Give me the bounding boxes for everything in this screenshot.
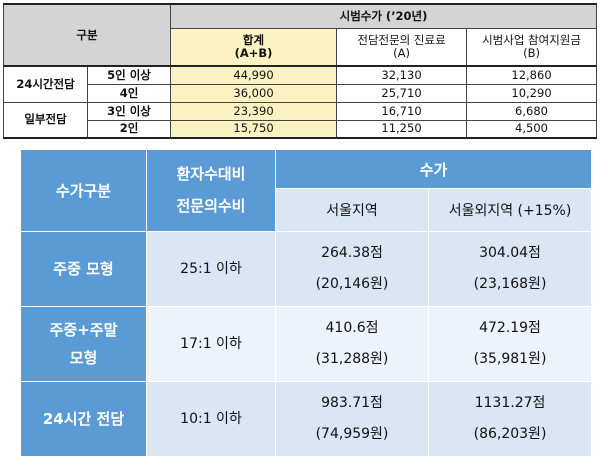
ratio-header-line1: 환자수대비 xyxy=(176,165,246,183)
non-seoul-value: 1131.27점 (86,203원) xyxy=(429,382,592,456)
a-value: 16,710 xyxy=(336,101,468,121)
non-seoul-value: 304.04점 (23,168원) xyxy=(429,232,592,306)
table-row-sub: 5인 이상 xyxy=(86,65,172,85)
non-seoul-points: 472.19점 xyxy=(479,320,541,337)
seoul-value: 264.38점 (20,146원) xyxy=(276,232,428,306)
a-value: 25,710 xyxy=(336,83,468,103)
fee-header: 수가 xyxy=(276,150,592,188)
fee-title-header: 시범수가 (’20년) xyxy=(170,3,598,29)
row-label: 24시간 전담 xyxy=(21,382,146,456)
col-a-sub-label: (A) xyxy=(393,45,410,60)
seoul-won: (31,288원) xyxy=(315,351,389,367)
seoul-points: 264.38점 xyxy=(321,245,383,262)
col-b-sub-label: (B) xyxy=(523,45,540,60)
seoul-value: 410.6점 (31,288원) xyxy=(276,307,428,381)
category-header: 구분 xyxy=(2,3,172,67)
ratio-header-line2: 전문의수비 xyxy=(176,196,246,215)
total-value: 44,990 xyxy=(170,65,338,85)
b-value: 4,500 xyxy=(466,119,598,139)
col-a-label: 전담전문의 진료료 xyxy=(357,33,446,48)
ratio-value: 10:1 이하 xyxy=(147,382,275,456)
row-label-line2: 모형 xyxy=(69,349,98,367)
total-value: 36,000 xyxy=(170,83,338,103)
a-value: 32,130 xyxy=(336,65,468,85)
fee-detail-table: 수가구분 환자수대비 전문의수비 수가 서울지역 서울외지역 (+15%) 주중… xyxy=(20,149,593,457)
total-label: 합계 xyxy=(242,33,265,48)
row-label-line1: 24시간 전담 xyxy=(42,409,125,428)
row-label: 주중+주말 모형 xyxy=(21,307,146,381)
row-label: 주중 모형 xyxy=(21,232,146,306)
seoul-won: (74,959원) xyxy=(315,426,389,442)
fee-category-header: 수가구분 xyxy=(21,150,146,231)
seoul-won: (20,146원) xyxy=(315,276,389,292)
group-label-24h: 24시간전담 xyxy=(3,65,88,103)
ratio-value: 17:1 이하 xyxy=(147,307,275,381)
seoul-points: 410.6점 xyxy=(325,320,379,337)
total-value: 15,750 xyxy=(170,119,338,139)
b-value: 6,680 xyxy=(466,101,598,121)
b-value: 12,860 xyxy=(466,65,598,85)
ratio-header: 환자수대비 전문의수비 xyxy=(147,150,275,231)
fee-summary-table: 구분 시범수가 (’20년) 합계 (A+B) 전담전문의 진료료 (A) 시범… xyxy=(2,3,598,139)
non-seoul-value: 472.19점 (35,981원) xyxy=(429,307,592,381)
non-seoul-won: (23,168원) xyxy=(473,276,547,292)
seoul-points: 983.71점 xyxy=(321,395,383,412)
table-row-sub: 2인 xyxy=(86,119,172,139)
total-sub-label: (A+B) xyxy=(234,45,273,60)
a-value: 11,250 xyxy=(336,119,468,139)
total-header: 합계 (A+B) xyxy=(170,27,338,67)
non-seoul-points: 304.04점 xyxy=(479,245,541,262)
non-seoul-won: (35,981원) xyxy=(473,351,547,367)
group-label-partial: 일부전담 xyxy=(3,101,88,139)
non-seoul-won: (86,203원) xyxy=(473,426,547,442)
col-b-header: 시범사업 참여지원금 (B) xyxy=(466,27,598,67)
row-label-line1: 주중 모형 xyxy=(53,259,114,278)
ratio-value: 25:1 이하 xyxy=(147,232,275,306)
non-seoul-header: 서울외지역 (+15%) xyxy=(429,189,592,231)
col-b-label: 시범사업 참여지원금 xyxy=(482,33,581,48)
seoul-header: 서울지역 xyxy=(276,189,428,231)
row-label-line1: 주중+주말 xyxy=(49,320,118,339)
seoul-value: 983.71점 (74,959원) xyxy=(276,382,428,456)
table-row-sub: 4인 xyxy=(86,83,172,103)
b-value: 10,290 xyxy=(466,83,598,103)
col-a-header: 전담전문의 진료료 (A) xyxy=(336,27,468,67)
total-value: 23,390 xyxy=(170,101,338,121)
table-row-sub: 3인 이상 xyxy=(86,101,172,121)
non-seoul-points: 1131.27점 xyxy=(474,395,546,412)
